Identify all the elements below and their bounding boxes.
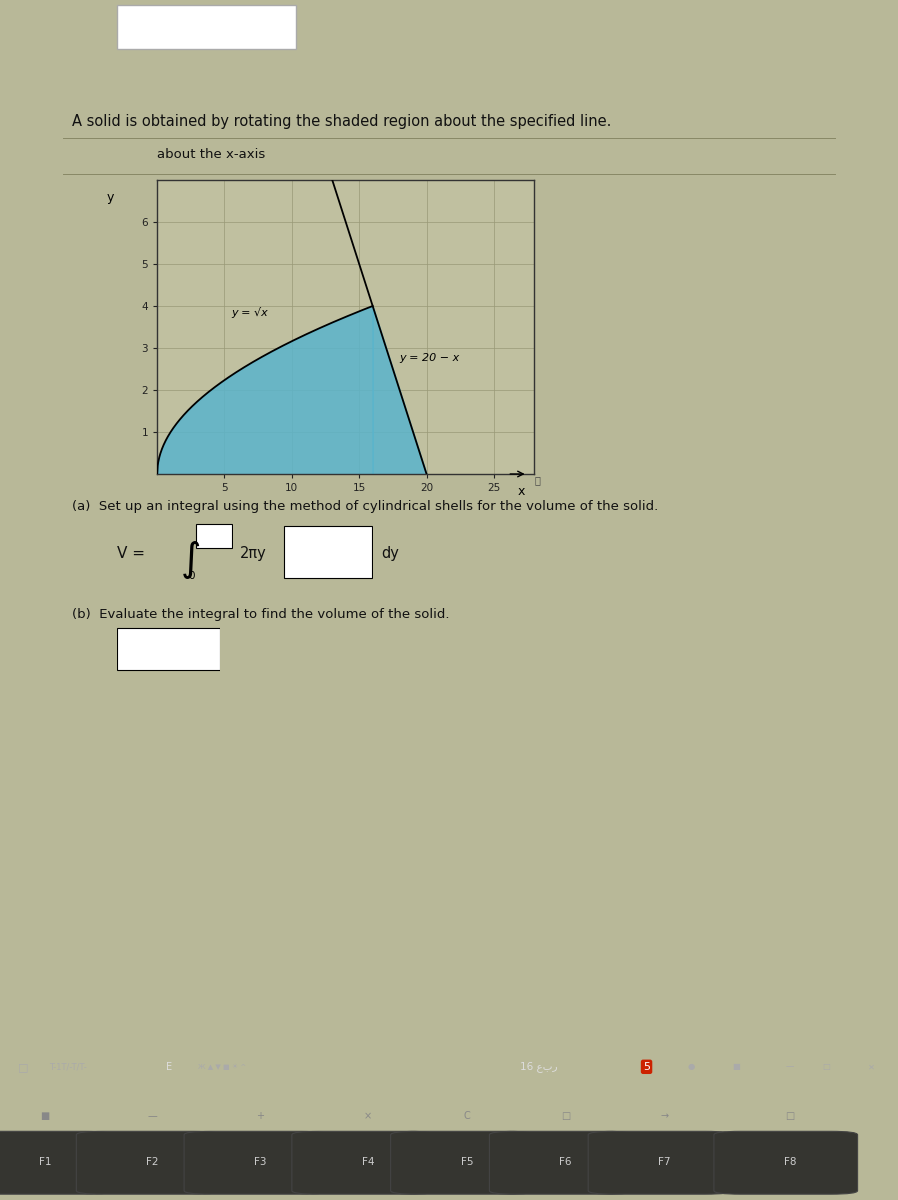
FancyBboxPatch shape	[117, 629, 220, 670]
Text: ×: ×	[364, 1111, 373, 1121]
Text: C: C	[463, 1111, 471, 1121]
Text: F7: F7	[658, 1157, 671, 1166]
FancyBboxPatch shape	[196, 523, 232, 547]
Text: ■: ■	[40, 1111, 49, 1121]
Text: (b)  Evaluate the integral to find the volume of the solid.: (b) Evaluate the integral to find the vo…	[72, 608, 449, 622]
Text: V =: V =	[117, 546, 150, 560]
Text: F6: F6	[559, 1157, 572, 1166]
Text: y = √x: y = √x	[231, 307, 268, 318]
FancyBboxPatch shape	[76, 1132, 220, 1194]
FancyBboxPatch shape	[489, 1132, 633, 1194]
FancyBboxPatch shape	[284, 526, 372, 577]
Text: 2πy: 2πy	[240, 546, 267, 560]
Text: □: □	[18, 1062, 29, 1072]
FancyBboxPatch shape	[117, 5, 296, 49]
FancyBboxPatch shape	[292, 1132, 436, 1194]
Text: +: +	[257, 1111, 264, 1121]
Text: (a)  Set up an integral using the method of cylindrical shells for the volume of: (a) Set up an integral using the method …	[72, 500, 658, 514]
FancyBboxPatch shape	[0, 1132, 112, 1194]
Text: y = 20 − x: y = 20 − x	[400, 353, 460, 362]
FancyBboxPatch shape	[714, 1132, 858, 1194]
Text: 5: 5	[643, 1062, 650, 1072]
Text: —: —	[148, 1111, 157, 1121]
FancyBboxPatch shape	[184, 1132, 328, 1194]
FancyBboxPatch shape	[588, 1132, 732, 1194]
Text: dy: dy	[382, 546, 400, 560]
Text: —: —	[786, 1062, 795, 1072]
Text: ✕: ✕	[867, 1062, 875, 1072]
Text: about the x-axis: about the x-axis	[157, 149, 266, 162]
Text: ●: ●	[688, 1062, 695, 1072]
Text: y: y	[106, 191, 114, 204]
Text: T-1T/-T/T-: T-1T/-T/T-	[49, 1062, 87, 1072]
Text: 0: 0	[189, 571, 195, 581]
Text: A solid is obtained by rotating the shaded region about the specified line.: A solid is obtained by rotating the shad…	[72, 114, 612, 128]
Text: $\int$: $\int$	[180, 539, 199, 581]
Text: ⓘ: ⓘ	[534, 475, 541, 486]
Text: 16 عبر: 16 عبر	[520, 1061, 558, 1073]
Text: □: □	[823, 1062, 830, 1072]
Text: E: E	[166, 1062, 172, 1072]
Text: □: □	[786, 1111, 795, 1121]
Text: F4: F4	[362, 1157, 374, 1166]
Text: F1: F1	[39, 1157, 51, 1166]
Text: Ж ▲ ▼ ■ ☀ ^: Ж ▲ ▼ ■ ☀ ^	[198, 1063, 246, 1070]
Text: F5: F5	[461, 1157, 473, 1166]
Text: →: →	[660, 1111, 669, 1121]
Text: □: □	[561, 1111, 570, 1121]
Text: F8: F8	[784, 1157, 797, 1166]
FancyBboxPatch shape	[391, 1132, 534, 1194]
Text: F2: F2	[146, 1157, 159, 1166]
Text: x: x	[517, 485, 524, 498]
Text: F3: F3	[254, 1157, 267, 1166]
Text: ■: ■	[733, 1062, 740, 1072]
